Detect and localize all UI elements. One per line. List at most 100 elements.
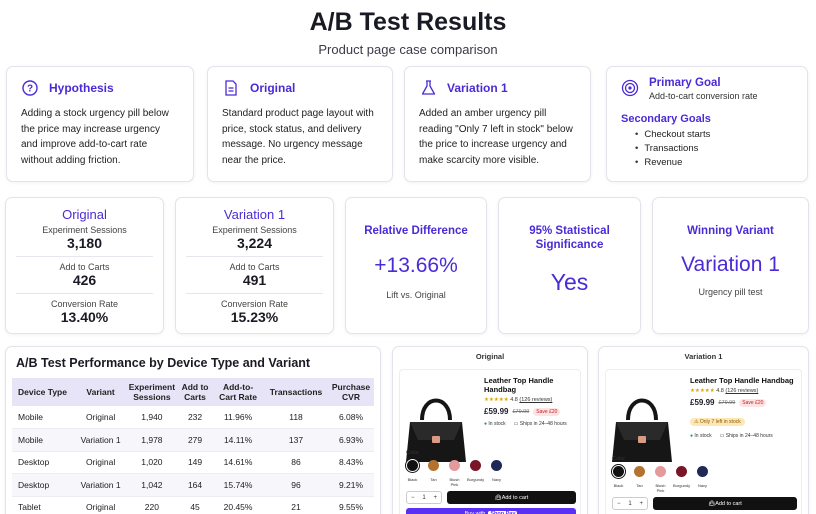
- variation-stats-card: Variation 1 Experiment Sessions 3,224 Ad…: [175, 197, 334, 334]
- swatch-dot[interactable]: [491, 460, 502, 471]
- swatch-dot[interactable]: [613, 466, 624, 477]
- plus-icon[interactable]: +: [639, 500, 643, 507]
- cell: 45: [178, 496, 213, 514]
- add-to-cart-button[interactable]: 👜︎ Add to cart: [653, 497, 797, 510]
- save-badge: Save £20: [739, 398, 767, 407]
- swatch-blush-pink[interactable]: Blush Pink: [652, 464, 669, 493]
- cell: 1,042: [125, 473, 179, 497]
- dot-icon: ●: [484, 421, 489, 427]
- swatch-label: Black: [613, 483, 624, 488]
- swatch-navy[interactable]: Navy: [488, 458, 505, 487]
- color-label: Color: [612, 456, 626, 462]
- quantity-value[interactable]: 1: [628, 500, 632, 507]
- cell: 118: [264, 406, 328, 429]
- swatch-burgundy[interactable]: Burgundy: [673, 464, 690, 493]
- col-purchase-cvr: Purchase CVR: [328, 378, 374, 406]
- cell: 9.21%: [328, 473, 374, 497]
- buy-with-label: Buy with: [464, 511, 486, 514]
- swatch-dot[interactable]: [676, 466, 687, 477]
- swatch-label: Burgundy: [467, 477, 485, 482]
- quantity-stepper[interactable]: −1 +: [406, 491, 442, 504]
- swatch-tan[interactable]: Tan: [631, 464, 648, 493]
- swatch-dot[interactable]: [428, 460, 439, 471]
- bag-icon: 👜︎: [494, 494, 502, 501]
- shop-pay-button[interactable]: Buy with Shop Pay: [406, 508, 576, 514]
- table-row: Desktop Variation 1 1,042 164 15.74% 96 9.21%: [12, 473, 374, 497]
- price-row: £59.99 £79.99 Save £20: [690, 398, 797, 407]
- cr-label: Conversion Rate: [220, 299, 289, 309]
- in-stock: ● In stock: [484, 421, 506, 427]
- question-icon: ?: [21, 79, 39, 97]
- price: £59.99: [690, 398, 715, 407]
- product-page-mock: Leather Top Handle Handbag ★★★★★ 4.8 (126…: [605, 369, 802, 514]
- swatch-black[interactable]: Black: [404, 458, 421, 487]
- swatch-dot[interactable]: [697, 466, 708, 477]
- winner-sub: Urgency pill test: [698, 287, 763, 297]
- truck-icon: ▭: [719, 433, 726, 439]
- swatch-tan[interactable]: Tan: [425, 458, 442, 487]
- shop-pay-logo: Shop Pay: [488, 511, 518, 514]
- sessions-value: 3,224: [236, 235, 273, 251]
- swatch-black[interactable]: Black: [610, 464, 627, 493]
- swatch-dot[interactable]: [655, 466, 666, 477]
- sessions-value: 3,180: [66, 235, 103, 251]
- reviews-link[interactable]: (126 reviews): [725, 388, 759, 394]
- add-to-cart-button[interactable]: 👜︎ Add to cart: [447, 491, 576, 504]
- swatch-dot[interactable]: [407, 460, 418, 471]
- reviews-link[interactable]: (126 reviews): [519, 397, 553, 403]
- cell: 6.08%: [328, 406, 374, 429]
- swatch-dot[interactable]: [634, 466, 645, 477]
- shipping-text: Ships in 24–48 hours: [519, 421, 567, 427]
- cell: 20.45%: [212, 496, 265, 514]
- swatch-row: Black Tan Blush Pink Burgundy Navy: [404, 458, 576, 487]
- table-row: Desktop Original 1,020 149 14.61% 86 8.43%: [12, 451, 374, 474]
- cell: 6.93%: [328, 428, 374, 452]
- minus-icon[interactable]: −: [411, 494, 415, 501]
- table-title: A/B Test Performance by Device Type and …: [16, 356, 311, 370]
- atc-value: 426: [72, 272, 97, 288]
- swatch-navy[interactable]: Navy: [694, 464, 711, 493]
- color-label: Color: [406, 450, 420, 456]
- warning-icon: ⚠: [694, 419, 700, 425]
- product-name[interactable]: Leather Top Handle Handbag: [484, 376, 554, 394]
- cell: 137: [264, 428, 328, 452]
- product-name[interactable]: Leather Top Handle Handbag: [690, 376, 794, 385]
- minus-icon[interactable]: −: [617, 500, 621, 507]
- save-badge: Save £20: [533, 407, 561, 416]
- sessions-label: Experiment Sessions: [42, 225, 127, 235]
- goals-card: Primary Goal Add-to-cart conversion rate…: [606, 66, 808, 182]
- swatch-dot[interactable]: [449, 460, 460, 471]
- rating: ★★★★★ 4.8 (126 reviews): [484, 397, 576, 403]
- secondary-goals-title: Secondary Goals: [621, 113, 711, 125]
- cell: Mobile: [12, 428, 76, 452]
- swatch-burgundy[interactable]: Burgundy: [467, 458, 484, 487]
- cr-label: Conversion Rate: [50, 299, 119, 309]
- cell: 1,020: [125, 451, 179, 474]
- secondary-goal: Revenue: [635, 156, 793, 170]
- original-card: Original Standard product page layout wi…: [207, 66, 393, 182]
- swatch-label: Blush Pink: [449, 477, 460, 487]
- stock-row: ● In stock ▭ Ships in 24–48 hours: [690, 433, 797, 439]
- original-text: Standard product page layout with price,…: [222, 108, 374, 166]
- original-preview-card: Original Leather Top Handle Handbag ★★★★★ …: [392, 346, 588, 514]
- table-header-row: Device Type Variant Experiment Sessions …: [12, 378, 374, 406]
- price: £59.99: [484, 407, 509, 416]
- quantity-value[interactable]: 1: [422, 494, 426, 501]
- divider: [16, 293, 153, 294]
- divider: [16, 256, 153, 257]
- rating: ★★★★★ 4.8 (126 reviews): [690, 388, 797, 394]
- swatch-label: Black: [407, 477, 418, 482]
- swatch-blush-pink[interactable]: Blush Pink: [446, 458, 463, 487]
- swatch-dot[interactable]: [470, 460, 481, 471]
- rating-value: 4.8: [510, 397, 518, 403]
- secondary-goals-list: Checkout starts Transactions Revenue: [621, 128, 793, 170]
- plus-icon[interactable]: +: [433, 494, 437, 501]
- shipping: ▭ Ships in 24–48 hours: [720, 433, 773, 439]
- quantity-stepper[interactable]: −1 +: [612, 497, 648, 510]
- swatch-row: Black Tan Blush Pink Burgundy Navy: [610, 464, 797, 493]
- cr-value: 13.40%: [60, 309, 109, 325]
- handbag-image: [610, 388, 674, 471]
- cell: Desktop: [12, 451, 76, 474]
- document-icon: [222, 79, 240, 97]
- stars-icon: ★★★★★: [484, 397, 509, 403]
